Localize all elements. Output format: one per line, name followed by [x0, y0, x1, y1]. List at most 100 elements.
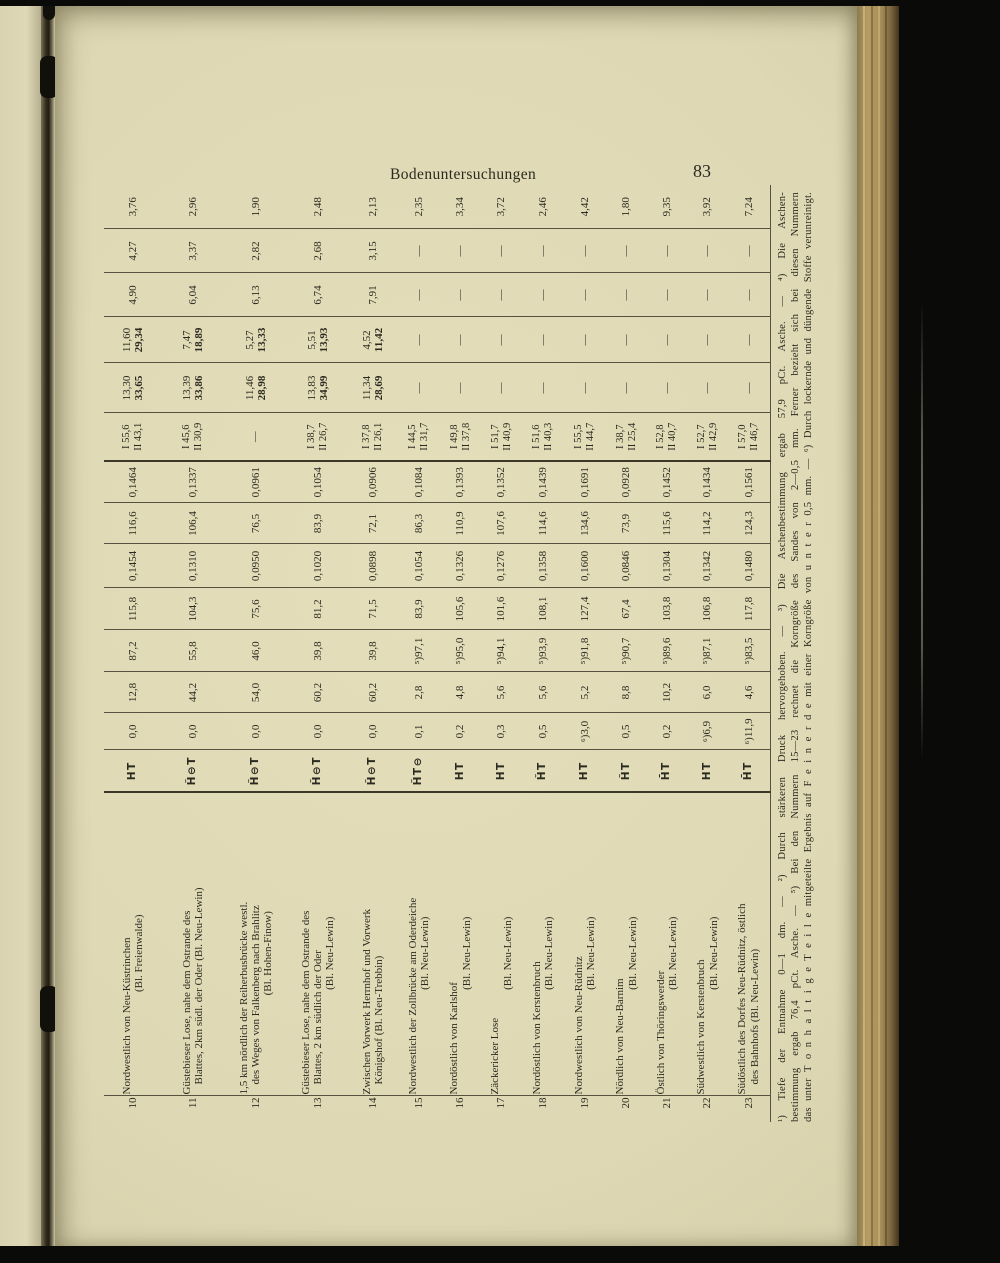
row-number: 10	[126, 1097, 139, 1109]
value-cell: —	[647, 229, 687, 273]
soil-type-code: H̄T	[647, 750, 687, 792]
value-cell: —	[522, 273, 564, 317]
table-row: 21 Östlich von Thöringswerder (Bl. Neu-Le…	[647, 185, 687, 1122]
bold-pair-cell: 5,51 13,93	[288, 317, 348, 363]
value-cell: 3,92	[687, 185, 728, 229]
bold-pair-cell: —	[564, 363, 606, 413]
value-cell: 116,6	[104, 503, 162, 544]
value-cell: 6,0	[687, 672, 728, 713]
table-row: 10 Nordwestlich von Neu-Küstrinchen (Bl. …	[104, 185, 162, 1122]
roman-pair-cell: I 44,5 II 31,7	[398, 413, 440, 461]
row-number: 22	[701, 1097, 714, 1109]
value-cell: —	[606, 229, 647, 273]
value-cell: 108,1	[522, 588, 564, 630]
row-number: 18	[536, 1097, 549, 1109]
book-gutter	[41, 0, 55, 1263]
roman-pair-cell: I 55,6 II 43,1	[104, 413, 162, 461]
value-cell: 0,1342	[687, 544, 728, 588]
value-cell: 6,13	[224, 273, 288, 317]
value-cell: 55,8	[162, 630, 224, 672]
value-cell: 0,1084	[398, 461, 440, 503]
value-cell: —	[564, 273, 606, 317]
value-cell: 10,2	[647, 672, 687, 713]
value-cell: 60,2	[288, 672, 348, 713]
row-number: 15	[412, 1097, 425, 1109]
page-number: 83	[693, 161, 711, 181]
value-cell: ⁶)11,9	[728, 713, 770, 750]
bold-pair-cell: —	[398, 317, 440, 363]
location-name: Nordwestlich der Zollbrücke am Oderdeich…	[398, 792, 440, 1096]
value-cell: 0,0	[288, 713, 348, 750]
value-cell: 71,5	[348, 588, 398, 630]
value-cell: 0,1276	[481, 544, 522, 588]
value-cell: 73,9	[606, 503, 647, 544]
value-cell: 0,1358	[522, 544, 564, 588]
value-cell: 0,0961	[224, 461, 288, 503]
value-cell: 1,90	[224, 185, 288, 229]
bold-pair-cell: —	[522, 317, 564, 363]
bold-pair-cell: —	[728, 317, 770, 363]
value-cell: —	[398, 273, 440, 317]
value-cell: 0,1	[398, 713, 440, 750]
value-cell: 46,0	[224, 630, 288, 672]
value-cell: 0,1691	[564, 461, 606, 503]
bold-pair-cell: —	[606, 317, 647, 363]
value-cell: 2,13	[348, 185, 398, 229]
value-cell: —	[440, 273, 481, 317]
value-cell: 39,8	[348, 630, 398, 672]
bold-pair-cell: 5,27 13,33	[224, 317, 288, 363]
value-cell: 39,8	[288, 630, 348, 672]
soil-type-code: H̆⊖T	[288, 750, 348, 792]
value-cell: 7,24	[728, 185, 770, 229]
soil-type-code: H̆⊖T	[162, 750, 224, 792]
value-cell: 1,80	[606, 185, 647, 229]
footnotes: ¹) Tiefe der Entnahme 0—1 dm. — ²) Durch…	[776, 192, 816, 1122]
value-cell: ⁵)87,1	[687, 630, 728, 672]
value-cell: ⁵)90,7	[606, 630, 647, 672]
table-row: 20 Nördlich von Neu-Barnim (Bl. Neu-Lewin…	[606, 185, 647, 1122]
value-cell: 2,8	[398, 672, 440, 713]
value-cell: 0,0	[162, 713, 224, 750]
row-number: 17	[495, 1097, 508, 1109]
row-number: 11	[186, 1097, 199, 1109]
value-cell: 110,9	[440, 503, 481, 544]
value-cell: ⁵)97,1	[398, 630, 440, 672]
value-cell: 5,6	[481, 672, 522, 713]
value-cell: 134,6	[564, 503, 606, 544]
value-cell: ⁶)6,9	[687, 713, 728, 750]
page-edge-line	[871, 2, 873, 1254]
value-cell: 86,3	[398, 503, 440, 544]
value-cell: ⁵)91,8	[564, 630, 606, 672]
soil-type-code: HT	[564, 750, 606, 792]
bold-pair-cell: —	[440, 363, 481, 413]
value-cell: 83,9	[398, 588, 440, 630]
bold-pair-cell: —	[687, 363, 728, 413]
value-cell: 0,1326	[440, 544, 481, 588]
value-cell: 0,1054	[288, 461, 348, 503]
value-cell: 0,0928	[606, 461, 647, 503]
value-cell: 0,1561	[728, 461, 770, 503]
value-cell: 101,6	[481, 588, 522, 630]
value-cell: 2,96	[162, 185, 224, 229]
value-cell: 4,42	[564, 185, 606, 229]
value-cell: 2,82	[224, 229, 288, 273]
page-edge-line	[885, 2, 887, 1254]
value-cell: 0,5	[522, 713, 564, 750]
location-name: Südwestlich von Kerstenbruch (Bl. Neu-Lew…	[687, 792, 728, 1096]
value-cell: 114,6	[522, 503, 564, 544]
value-cell: 127,4	[564, 588, 606, 630]
table-row: 19 Nordwestlich von Neu-Rüdnitz (Bl. Neu-…	[564, 185, 606, 1122]
location-name: Güstebieser Lose, nahe dem Ostrande des B…	[288, 792, 348, 1096]
value-cell: ⁵)94,1	[481, 630, 522, 672]
page-edge-line	[863, 2, 865, 1254]
roman-pair-cell: I 52,8 II 40,7	[647, 413, 687, 461]
value-cell: ⁵)93,9	[522, 630, 564, 672]
footnote-line: bestimmung ergab 76,4 pCt. Asche. — ⁵) B…	[789, 192, 801, 1122]
bold-pair-cell: —	[522, 363, 564, 413]
value-cell: 0,1454	[104, 544, 162, 588]
value-cell: —	[687, 273, 728, 317]
value-cell: 2,48	[288, 185, 348, 229]
value-cell: —	[522, 229, 564, 273]
value-cell: 5,6	[522, 672, 564, 713]
